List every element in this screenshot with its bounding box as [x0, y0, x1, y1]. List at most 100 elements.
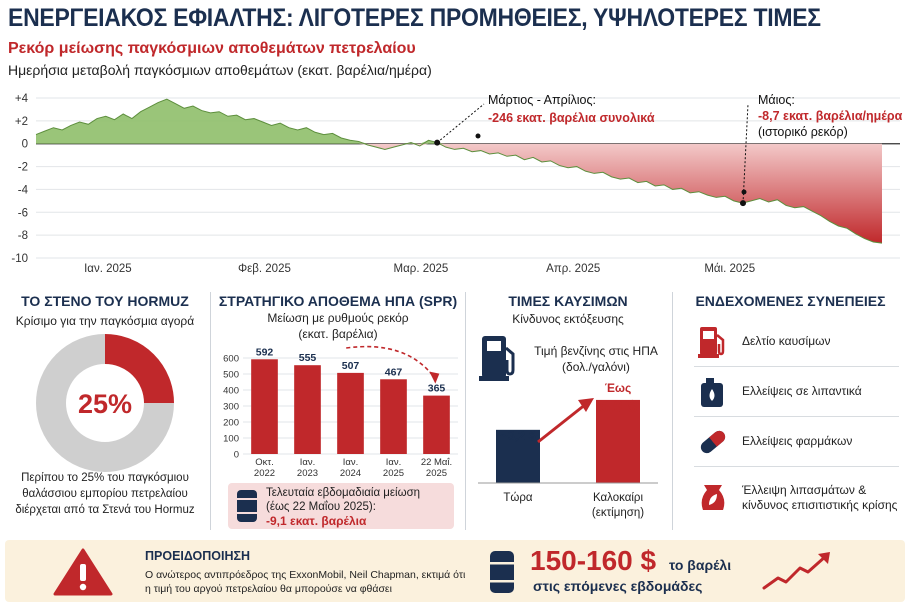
bar-value-label: 507: [342, 360, 360, 372]
panel-divider: [672, 292, 673, 530]
fuel-price-chart: ~3,2 $ Έως 5,0 $ Τώρα Καλοκαίρι (εκτίμηση): [478, 381, 658, 519]
y-tick-label: 100: [223, 434, 239, 445]
y-tick-label: +2: [15, 116, 28, 128]
spr-callout-line1: Τελευταία εβδομαδιαία μείωση: [266, 487, 421, 499]
spr-subtitle-line: Μείωση με ρυθμούς ρεκόρ: [267, 311, 409, 325]
consequence-item: Ελλείψεις σε λιπαντικά: [694, 367, 899, 417]
x-tick-label: Ιαν.: [343, 457, 359, 468]
warning-price-unit: το βαρέλι: [669, 557, 732, 573]
x-tick-label: 2023: [297, 468, 318, 479]
annotation-label: Μάιος:: [758, 93, 795, 107]
page-subtitle: Ρεκόρ μείωσης παγκόσμιων αποθεμάτων πετρ…: [8, 40, 416, 57]
annotation-label: Μάρτιος - Απρίλιος:: [488, 93, 596, 107]
y-tick-label: -4: [18, 184, 29, 196]
consequence-item: Έλλειψη λιπασμάτων & κίνδυνος επισιτιστι…: [694, 467, 899, 529]
increase-arrow: [537, 402, 587, 444]
y-tick-label: 500: [223, 370, 239, 381]
y-tick-label: 0: [22, 139, 28, 151]
fuel-label: Τιμή βενζίνης στις ΗΠΑ (δολ./γαλόνι): [522, 343, 670, 375]
consequence-item: Δελτίο καυσίμων: [694, 317, 899, 367]
warning-icon: [53, 548, 113, 596]
consequence-label-line: Έλλειψη λιπασμάτων &: [742, 483, 867, 497]
consequence-label-line: Ελλείψεις φαρμάκων: [742, 434, 853, 448]
trend-up-icon: [762, 552, 830, 590]
spr-bar: [423, 395, 450, 454]
consequence-label-line: Ελλείψεις σε λιπαντικά: [742, 384, 862, 398]
x-tick-label: Καλοκαίρι: [593, 492, 644, 504]
bar-value-label: 555: [299, 352, 317, 364]
y-tick-label: 0: [234, 450, 239, 461]
y-tick-label: +4: [15, 93, 29, 105]
warning-price-when: στις επόμενες εβδομάδες: [533, 578, 703, 594]
fuel-bar: [496, 429, 540, 483]
consequence-label-line: κίνδυνος επισιτιστικής κρίσης: [742, 498, 898, 512]
consequence-item: Ελλείψεις φαρμάκων: [694, 417, 899, 467]
pill-icon: [700, 430, 726, 454]
spr-bar: [380, 379, 407, 454]
spr-bar: [294, 365, 321, 454]
warning-text-line: Ο ανώτερος αντιπρόεδρος της ExxonMobil, …: [145, 569, 466, 581]
x-tick-label: Οκτ.: [255, 457, 274, 468]
x-tick-label: Απρ. 2025: [546, 263, 600, 275]
x-tick-label: 2024: [340, 468, 361, 479]
consequences-title: ΕΝΔΕΧΟΜΕΝΕΣ ΣΥΝΕΠΕΙΕΣ: [695, 293, 886, 309]
y-tick-label: -2: [18, 162, 28, 174]
consequence-label-line: Δελτίο καυσίμων: [742, 334, 831, 348]
hormuz-desc-line: θαλάσσιου εμπορίου πετρελαίου: [22, 488, 188, 500]
bar-value-label: 365: [428, 383, 446, 395]
barrel-icon: [490, 551, 514, 593]
y-tick-label: 600: [223, 354, 239, 365]
panel-divider: [465, 292, 466, 530]
x-tick-label: Μαρ. 2025: [394, 263, 449, 275]
hormuz-desc-line: διέρχεται από τα Στενά του Hormuz: [15, 504, 195, 516]
hormuz-description: Περίπου το 25% του παγκόσμιου θαλάσσιου …: [5, 470, 205, 518]
warning-text-line: η τιμή του αργού πετρελαίου θα μπορούσε …: [145, 583, 392, 595]
spr-subtitle: Μείωση με ρυθμούς ρεκόρ (εκατ. βαρέλια): [213, 310, 463, 342]
x-tick-label: 2022: [254, 468, 275, 479]
annotation-note: (ιστορικό ρεκόρ): [758, 125, 848, 139]
bar-value-label: 467: [385, 366, 403, 378]
hormuz-desc-line: Περίπου το 25% του παγκόσμιου: [21, 472, 189, 484]
annotation-leader: [742, 103, 749, 204]
spr-bar-chart: 0100200300400500600592Οκτ.2022555Ιαν.202…: [223, 345, 458, 479]
fuel-bar: [596, 399, 640, 483]
donut-center-label: 25%: [78, 389, 132, 419]
annotation-dot: [475, 133, 481, 139]
warning-price: 150-160 $: [530, 545, 657, 576]
y-tick-label: -6: [18, 207, 28, 219]
consequence-label: Ελλείψεις σε λιπαντικά: [742, 367, 862, 416]
fuel-pump-icon: [698, 327, 725, 358]
hormuz-subtitle: Κρίσιμο για την παγκόσμια αγορά: [15, 314, 195, 328]
annotation-dot: [434, 139, 441, 146]
annotation-dot: [741, 189, 747, 195]
panel-divider: [210, 292, 211, 530]
page-title: ΕΝΕΡΓΕΙΑΚΟΣ ΕΦΙΑΛΤΗΣ: ΛΙΓΟΤΕΡΕΣ ΠΡΟΜΗΘΕΙ…: [8, 4, 821, 32]
y-tick-label: 200: [223, 418, 239, 429]
spr-subtitle-line: (εκατ. βαρέλια): [298, 327, 378, 341]
inventory-change-chart: +4 +2 0 -2 -4 -6 -8 -10 Ιαν. 2025 Φεβ. 2025 Μαρ. 2…: [11, 93, 903, 275]
annotation-dot: [740, 200, 746, 207]
fuel-pump-icon: [479, 336, 515, 381]
chart-description: Ημερήσια μεταβολή παγκόσμιων αποθεμάτων …: [8, 62, 432, 78]
x-tick-label: 2025: [383, 468, 404, 479]
bar-value-label: ~3,2 $: [500, 429, 535, 443]
oil-can-icon: [701, 378, 723, 407]
hormuz-title: ΤΟ ΣΤΕΝΟ ΤΟΥ HORMUZ: [21, 293, 189, 309]
spr-bar: [251, 359, 278, 454]
warning-title: ΠΡΟΕΙΔΟΠΟΙΗΣΗ: [145, 549, 251, 563]
fuel-subtitle: Κίνδυνος εκτόξευσης: [512, 312, 624, 326]
consequence-label: Δελτίο καυσίμων: [742, 317, 831, 366]
x-tick-label: Μάι. 2025: [704, 263, 755, 275]
fuel-title: ΤΙΜΕΣ ΚΑΥΣΙΜΩΝ: [508, 293, 628, 309]
annotation-value: -8,7 εκατ. βαρέλια/ημέρα: [758, 109, 903, 123]
fuel-label-line: (δολ./γαλόνι): [562, 360, 630, 374]
fuel-label-line: Τιμή βενζίνης στις ΗΠΑ: [534, 344, 658, 358]
x-tick-label: Φεβ. 2025: [238, 263, 291, 275]
donut-slice: [36, 334, 174, 472]
consequence-label: Έλλειψη λιπασμάτων & κίνδυνος επισιτιστι…: [742, 467, 897, 529]
spr-callout-value: -9,1 εκατ. βαρέλια: [266, 514, 367, 528]
spr-callout-line2: (έως 22 Μαΐου 2025):: [266, 501, 376, 513]
x-tick-label: (εκτίμηση): [592, 507, 644, 519]
x-tick-label: Ιαν.: [300, 457, 316, 468]
x-tick-label: Ιαν.: [386, 457, 402, 468]
